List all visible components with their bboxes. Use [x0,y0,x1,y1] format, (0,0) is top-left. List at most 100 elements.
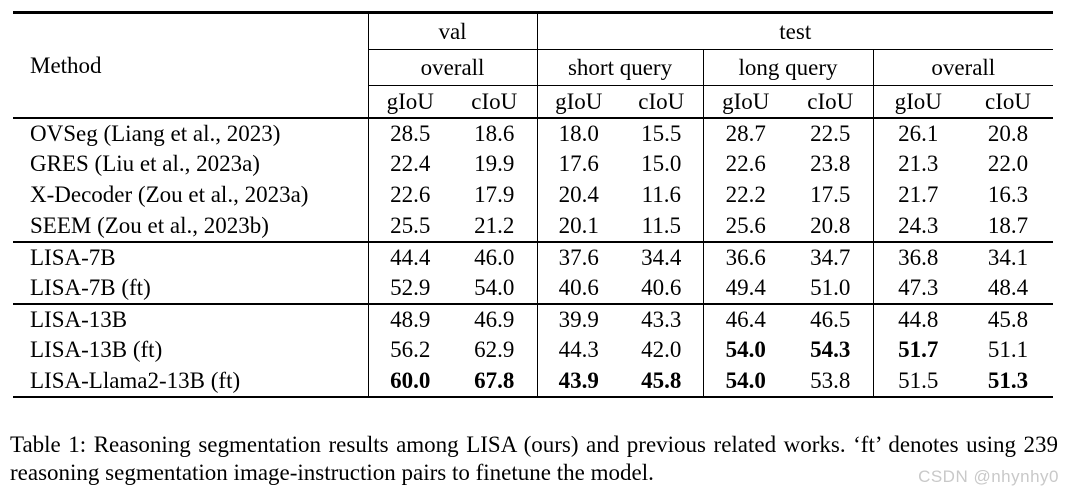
header-val-overall: overall [367,49,538,86]
header-giou: gIoU [367,85,452,118]
metric-value-cell: 44.4 [367,241,452,273]
method-cell: LISA-13B [30,306,128,332]
header-val: val [367,12,538,50]
table-row: LISA-Llama2-13B (ft) 60.0 67.8 43.9 45.8… [13,365,1053,397]
metric-value-cell: 45.8 [987,306,1029,332]
header-ciou: cIoU [985,88,1032,114]
table-row: X-Decoder (Zou et al., 2023a) 22.6 17.9 … [13,179,1053,211]
metric-value-cell: 36.8 [872,241,964,273]
metric-value-cell: 51.7 [872,334,964,366]
metric-value-cell: 54.0 [702,365,789,397]
metric-value-cell: 18.0 [536,117,621,149]
header-short-query: short query [536,49,704,86]
metric-value-cell: 20.8 [810,212,851,238]
metric-value-cell: 21.7 [872,179,964,211]
metric-value-cell: 24.3 [872,210,964,242]
metric-value-cell: 49.4 [702,272,789,304]
metric-value-cell: 51.1 [987,337,1029,363]
metric-value-cell: 21.2 [474,212,515,238]
metric-value-cell: 51.3 [987,367,1029,393]
metric-value-cell: 17.5 [810,182,851,208]
metric-value-cell: 67.8 [474,367,515,393]
metric-value-cell: 15.5 [641,120,682,146]
results-table: Method val test overall short query long… [13,11,1054,398]
metric-value-cell: 46.5 [810,306,851,332]
metric-value-cell: 56.2 [367,334,452,366]
metric-value-cell: 43.9 [536,365,621,397]
metric-value-cell: 37.6 [536,241,621,273]
metric-value-cell: 25.6 [702,210,789,242]
metric-value-cell: 46.4 [702,303,789,335]
metric-value-cell: 25.5 [367,210,452,242]
metric-value-cell: 11.6 [641,182,681,208]
group-lisa-13b: LISA-13B 48.9 46.9 39.9 43.3 46.4 46.5 4… [13,303,1054,397]
metric-value-cell: 21.3 [872,148,964,180]
header-giou: gIoU [702,85,789,118]
metric-value-cell: 22.2 [702,179,789,211]
metric-value-cell: 36.6 [702,241,789,273]
metric-value-cell: 23.8 [810,151,851,177]
metric-value-cell: 28.5 [367,117,452,149]
metric-value-cell: 22.0 [987,151,1029,177]
metric-value-cell: 17.6 [536,148,621,180]
header-ciou: cIoU [807,88,854,114]
metric-value-cell: 18.6 [474,120,515,146]
metric-value-cell: 60.0 [367,365,452,397]
metric-value-cell: 62.9 [474,337,515,363]
header-row-metrics: gIoU cIoU gIoU cIoU gIoU cIoU gIoU cIoU [13,85,1053,118]
metric-value-cell: 22.6 [702,148,789,180]
method-cell: OVSeg (Liang et al., 2023) [30,120,281,146]
header-row-split: Method val test [13,12,1054,78]
metric-value-cell: 34.7 [810,244,851,270]
header-ciou: cIoU [471,88,518,114]
table-row: LISA-13B (ft) 56.2 62.9 44.3 42.0 54.0 5… [13,334,1053,366]
method-cell: X-Decoder (Zou et al., 2023a) [30,182,309,208]
metric-value-cell: 40.6 [536,272,621,304]
metric-value-cell: 20.4 [536,179,621,211]
metric-value-cell: 22.5 [810,120,851,146]
header-giou: gIoU [872,85,964,118]
metric-value-cell: 52.9 [367,272,452,304]
table-row: LISA-7B (ft) 52.9 54.0 40.6 40.6 49.4 51… [13,272,1053,304]
metric-value-cell: 26.1 [872,117,964,149]
header-test-overall: overall [872,49,1054,86]
metric-value-cell: 18.7 [987,212,1029,238]
metric-value-cell: 45.8 [641,367,682,393]
metric-value-cell: 19.9 [474,151,515,177]
metric-value-cell: 48.9 [367,303,452,335]
method-cell: SEEM (Zou et al., 2023b) [30,212,269,238]
metric-value-cell: 54.0 [702,334,789,366]
metric-value-cell: 22.6 [367,179,452,211]
metric-value-cell: 28.7 [702,117,789,149]
metric-value-cell: 51.0 [810,274,851,300]
metric-value-cell: 20.1 [536,210,621,242]
metric-value-cell: 44.8 [872,303,964,335]
table-row: GRES (Liu et al., 2023a) 22.4 19.9 17.6 … [13,148,1053,180]
header-long-query: long query [702,49,874,86]
method-cell: GRES (Liu et al., 2023a) [30,151,260,177]
table-caption: Table 1: Reasoning segmentation results … [10,432,1058,485]
metric-value-cell: 39.9 [536,303,621,335]
group-lisa-7b: LISA-7B 44.4 46.0 37.6 34.4 36.6 34.7 36… [13,241,1054,304]
metric-value-cell: 46.9 [474,306,515,332]
metric-value-cell: 54.0 [474,274,515,300]
method-cell: LISA-Llama2-13B (ft) [30,367,241,393]
metric-value-cell: 34.1 [987,244,1029,270]
table-row: SEEM (Zou et al., 2023b) 25.5 21.2 20.1 … [13,210,1053,242]
metric-value-cell: 16.3 [987,182,1029,208]
watermark: CSDN @nhynhy0 [918,467,1059,486]
metric-value-cell: 17.9 [474,182,515,208]
method-cell: LISA-7B [30,244,116,270]
metric-value-cell: 47.3 [872,272,964,304]
metric-value-cell: 40.6 [641,274,682,300]
metric-value-cell: 53.8 [810,367,851,393]
metric-value-cell: 22.4 [367,148,452,180]
metric-value-cell: 34.4 [641,244,682,270]
metric-value-cell: 11.5 [641,212,681,238]
metric-value-cell: 44.3 [536,334,621,366]
table-row: LISA-7B 44.4 46.0 37.6 34.4 36.6 34.7 36… [13,241,1053,273]
table-row: OVSeg (Liang et al., 2023) 28.5 18.6 18.… [13,117,1053,149]
header-method: Method [30,52,102,78]
header-row-sections: overall short query long query overall [13,49,1054,86]
